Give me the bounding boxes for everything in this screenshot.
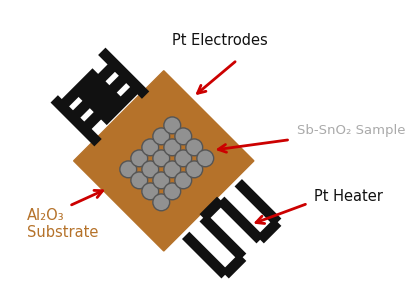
Circle shape [164,139,180,156]
Circle shape [164,117,180,134]
Circle shape [142,161,159,178]
Text: Al₂O₃
Substrate: Al₂O₃ Substrate [26,208,98,240]
Circle shape [186,139,203,156]
Circle shape [131,150,148,167]
Circle shape [120,161,137,178]
Circle shape [131,172,148,189]
Circle shape [197,150,214,167]
Text: Pt Heater: Pt Heater [314,189,383,204]
Text: Pt Electrodes: Pt Electrodes [172,33,267,48]
Circle shape [142,139,159,156]
Circle shape [153,150,170,167]
Circle shape [175,172,192,189]
Polygon shape [74,71,254,251]
Circle shape [175,128,192,145]
Circle shape [164,161,180,178]
Circle shape [186,161,203,178]
Circle shape [164,183,180,200]
Text: Sb-SnO₂ Sample: Sb-SnO₂ Sample [297,124,405,137]
Circle shape [142,183,159,200]
Circle shape [153,172,170,189]
Circle shape [153,128,170,145]
Circle shape [175,150,192,167]
Circle shape [153,194,170,211]
